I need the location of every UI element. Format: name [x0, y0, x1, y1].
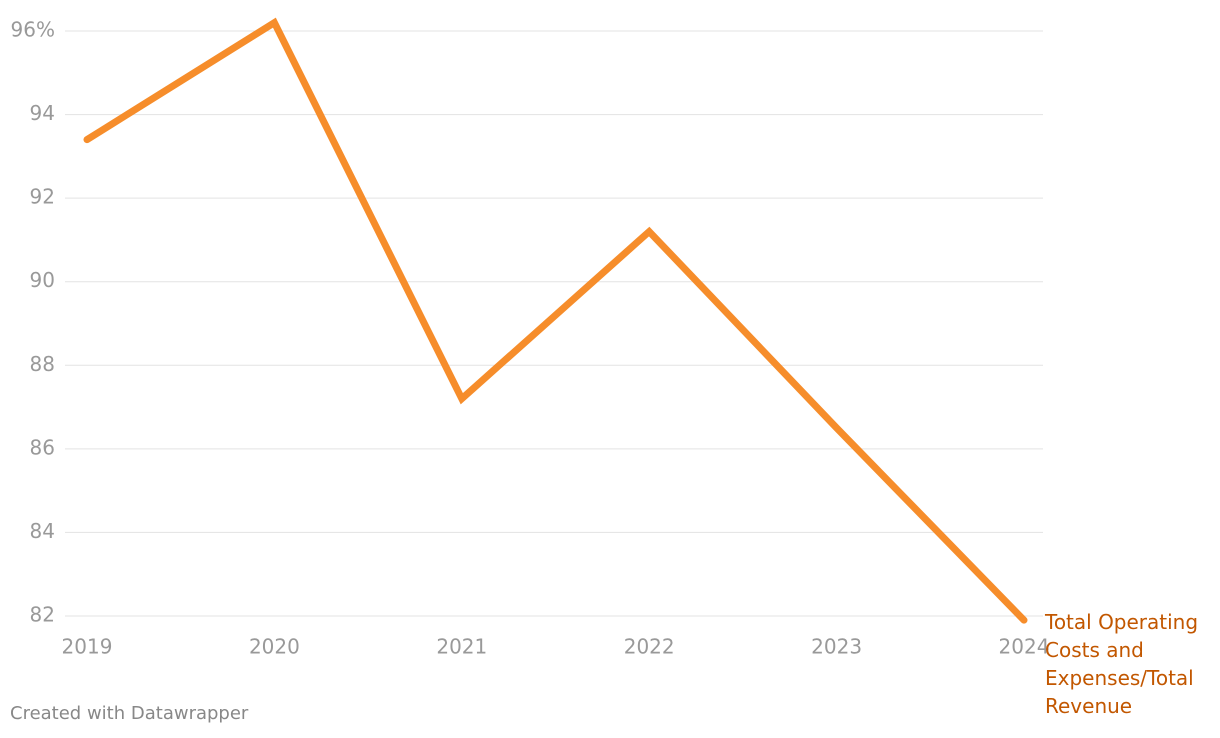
- y-tick-label: 96%: [11, 18, 55, 42]
- series-label: Total Operating Costs and Expenses/Total…: [1045, 610, 1199, 718]
- y-tick-label: 94: [30, 101, 55, 125]
- x-tick-label: 2019: [62, 635, 113, 659]
- source-note: Created with Datawrapper: [10, 703, 249, 724]
- y-tick-label: 88: [30, 352, 55, 376]
- x-tick-label: 2023: [811, 635, 862, 659]
- x-tick-label: 2024: [999, 635, 1050, 659]
- y-tick-label: 90: [30, 268, 55, 292]
- y-tick-label: 86: [30, 435, 55, 459]
- x-tick-label: 2022: [624, 635, 675, 659]
- x-tick-label: 2021: [436, 635, 487, 659]
- y-tick-label: 92: [30, 185, 55, 209]
- x-tick-label: 2020: [249, 635, 300, 659]
- line: [83, 17, 1028, 624]
- y-tick-label: 84: [30, 519, 55, 543]
- y-tick-label: 82: [30, 603, 55, 627]
